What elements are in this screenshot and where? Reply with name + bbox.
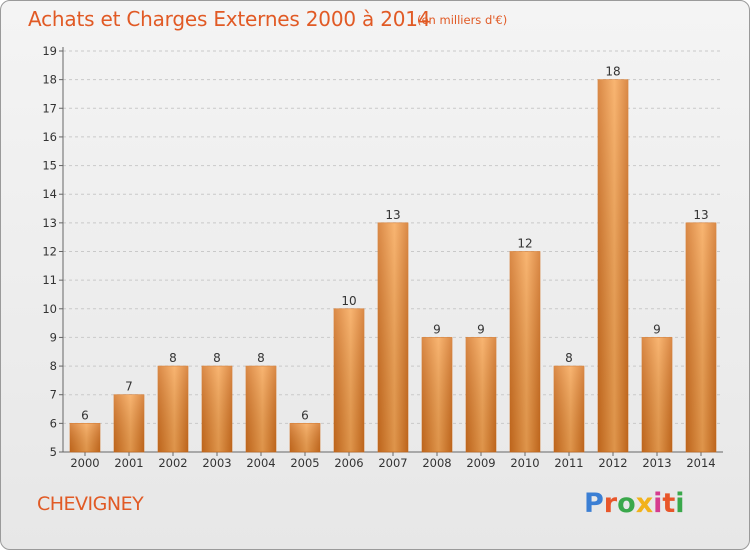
data-label: 7	[125, 380, 133, 394]
logo-letter: i	[675, 488, 685, 519]
x-tick-label: 2007	[378, 456, 407, 470]
y-tick-label: 10	[42, 302, 57, 316]
y-tick-label: 17	[42, 101, 57, 115]
y-tick-label: 8	[50, 359, 57, 373]
x-tick-label: 2004	[246, 456, 275, 470]
data-labels: 6 7 8 8 8 6 10 13 9 9 12 8 18 9 13	[81, 65, 708, 423]
logo-letter: P	[584, 488, 604, 519]
data-label: 8	[169, 351, 177, 365]
bar-shade-2005	[290, 423, 320, 452]
x-tick-label: 2011	[554, 456, 583, 470]
logo-letter: t	[662, 488, 676, 519]
logo-letter: x	[635, 488, 654, 519]
bar-shade-2003	[202, 366, 232, 452]
bar-shade-2010	[510, 251, 540, 452]
x-tick-label: 2014	[686, 456, 715, 470]
chart-unit: (en milliers d'€)	[417, 13, 508, 27]
x-tick-label: 2005	[290, 456, 319, 470]
x-tick-label: 2013	[642, 456, 671, 470]
data-label: 12	[517, 237, 532, 251]
bar-shade-2002	[158, 366, 188, 452]
x-tick-label: 2006	[334, 456, 363, 470]
x-tick-label: 2003	[202, 456, 231, 470]
x-tick-label: 2008	[422, 456, 451, 470]
logo-letter: r	[603, 488, 618, 519]
bar-shade-2008	[422, 337, 452, 452]
data-label: 8	[565, 351, 573, 365]
x-tick-label: 2012	[598, 456, 627, 470]
data-label: 8	[257, 351, 265, 365]
data-label: 13	[693, 208, 708, 222]
bar-shade-2014	[686, 222, 716, 452]
x-tick-label: 2001	[114, 456, 143, 470]
chart-title: Achats et Charges Externes 2000 à 2014	[28, 7, 431, 31]
bar-shade-2011	[554, 366, 584, 452]
x-tick-label: 2009	[466, 456, 495, 470]
bars	[69, 79, 717, 453]
data-label: 8	[213, 351, 221, 365]
y-tick-label: 16	[42, 130, 57, 144]
bar-shade-2001	[114, 394, 144, 452]
y-tick-label: 12	[42, 245, 57, 259]
bar-shade-2006	[334, 308, 364, 452]
data-label: 10	[341, 294, 356, 308]
bar-shade-2000	[70, 423, 100, 452]
x-tick-label: 2000	[70, 456, 99, 470]
bar-shade-2013	[642, 337, 672, 452]
commune-name: CHEVIGNEY	[37, 493, 144, 515]
data-label: 6	[81, 408, 89, 422]
proxiti-logo[interactable]: Proxiti	[584, 488, 685, 519]
bar-shade-2012	[598, 79, 628, 453]
logo-letter: o	[617, 488, 636, 519]
data-label: 18	[605, 65, 620, 79]
y-tick-label: 13	[42, 216, 57, 230]
y-tick-label: 15	[42, 159, 57, 173]
x-tick-label: 2010	[510, 456, 539, 470]
data-label: 9	[433, 322, 441, 336]
bar-shade-2007	[378, 222, 408, 452]
logo-letter: i	[653, 488, 663, 519]
x-tick-label: 2002	[158, 456, 187, 470]
y-tick-label: 18	[42, 73, 57, 87]
y-tick-label: 6	[50, 416, 57, 430]
data-label: 9	[653, 322, 661, 336]
bar-shade-2004	[246, 366, 276, 452]
bar-shade-2009	[466, 337, 496, 452]
data-label: 13	[385, 208, 400, 222]
y-tick-label: 5	[50, 445, 57, 459]
y-tick-label: 11	[42, 273, 57, 287]
y-tick-label: 19	[42, 44, 57, 58]
y-tick-label: 9	[50, 330, 57, 344]
y-tick-label: 14	[42, 187, 57, 201]
data-label: 9	[477, 322, 485, 336]
data-label: 6	[301, 408, 309, 422]
y-tick-label: 7	[50, 388, 57, 402]
